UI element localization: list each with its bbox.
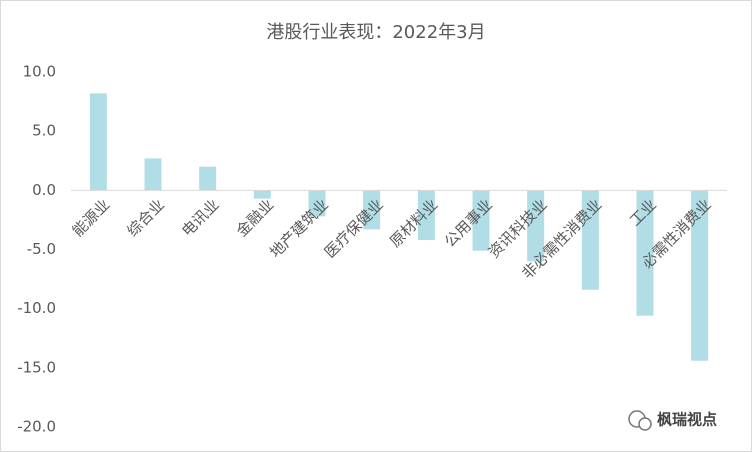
y-tick-label: 10.0 [23, 63, 56, 81]
bar [691, 190, 709, 361]
bar [144, 158, 162, 191]
bar [527, 190, 545, 262]
bar [636, 190, 654, 316]
bar [417, 190, 435, 241]
y-tick-label: -5.0 [27, 240, 56, 258]
bar [89, 93, 107, 191]
bar [199, 166, 217, 191]
y-tick-label: -15.0 [17, 358, 56, 376]
bar [253, 190, 271, 199]
watermark-icon [628, 410, 652, 431]
bar [472, 190, 490, 251]
y-tick-label: 0.0 [32, 181, 56, 199]
y-tick-label: -20.0 [17, 418, 56, 436]
chart-title: 港股行业表现：2022年3月 [266, 22, 485, 43]
y-tick-label: -10.0 [17, 299, 56, 317]
bar [308, 190, 326, 217]
watermark: 枫瑞视点 [657, 411, 717, 429]
y-tick-label: 5.0 [32, 122, 56, 140]
bar [581, 190, 599, 290]
bar [363, 190, 381, 230]
